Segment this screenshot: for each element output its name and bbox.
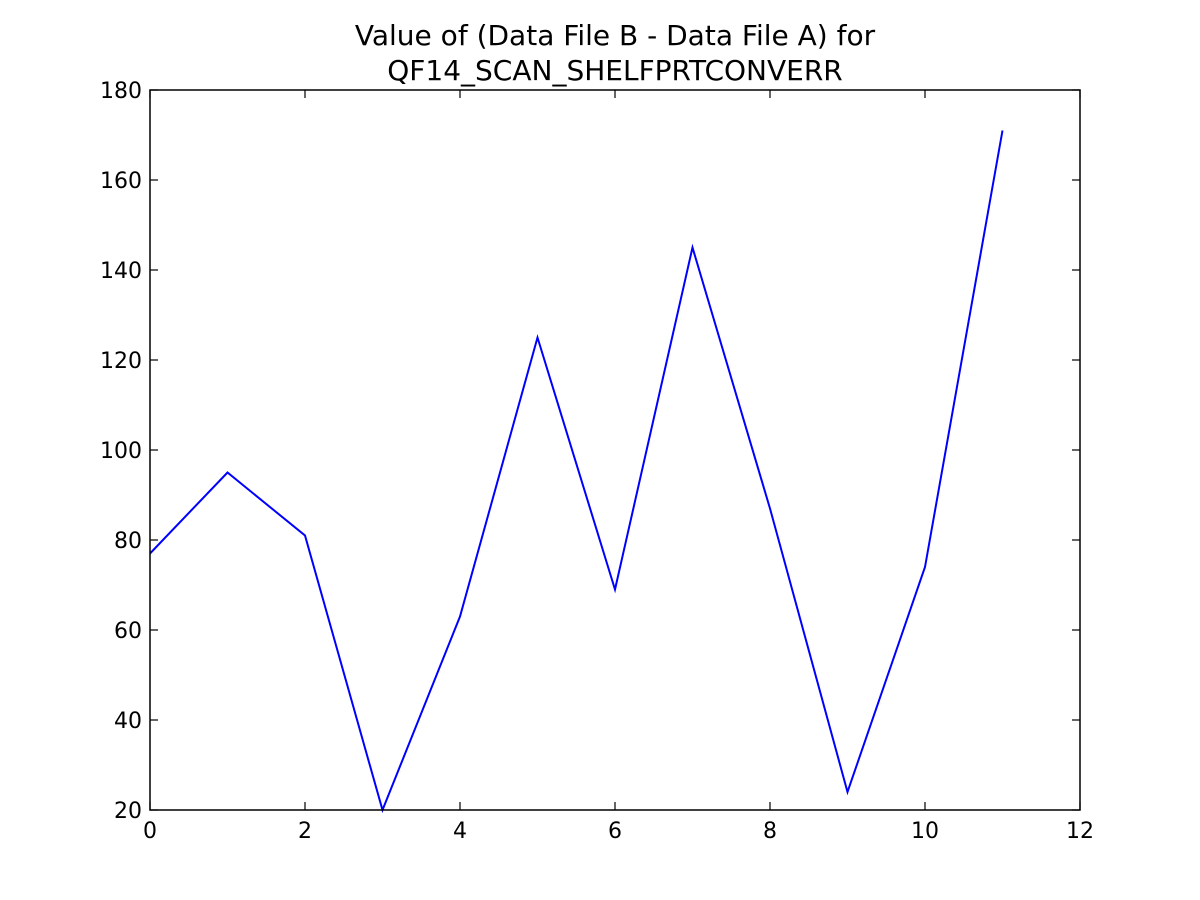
y-tick-label: 60	[114, 619, 142, 644]
x-tick-label: 12	[1066, 819, 1094, 844]
x-tick-label: 0	[143, 819, 157, 844]
x-tick-label: 4	[453, 819, 467, 844]
series-line	[149, 130, 1004, 814]
y-tick-label: 40	[114, 709, 142, 734]
plot-layer: 0 2 4 6 8 10 12 20 40 60 80 100 120 140 160 180	[100, 79, 1094, 844]
plot-area-frame	[149, 89, 1081, 811]
y-tick-label: 180	[100, 79, 142, 104]
x-tick-label: 6	[608, 819, 622, 844]
x-tick-label: 10	[911, 819, 939, 844]
y-tick-label: 80	[114, 529, 142, 554]
y-tick-label: 100	[100, 439, 142, 464]
chart-title-line-1: Value of (Data File B - Data File A) for	[355, 19, 876, 52]
y-tick-label: 160	[100, 169, 142, 194]
y-tick-label: 140	[100, 259, 142, 284]
chart-title-line-2: QF14_SCAN_SHELFPRTCONVERR	[387, 54, 842, 87]
y-tick-label: 120	[100, 349, 142, 374]
x-tick-label: 8	[763, 819, 777, 844]
y-tick-label: 20	[114, 799, 142, 824]
x-tick-label: 2	[298, 819, 312, 844]
